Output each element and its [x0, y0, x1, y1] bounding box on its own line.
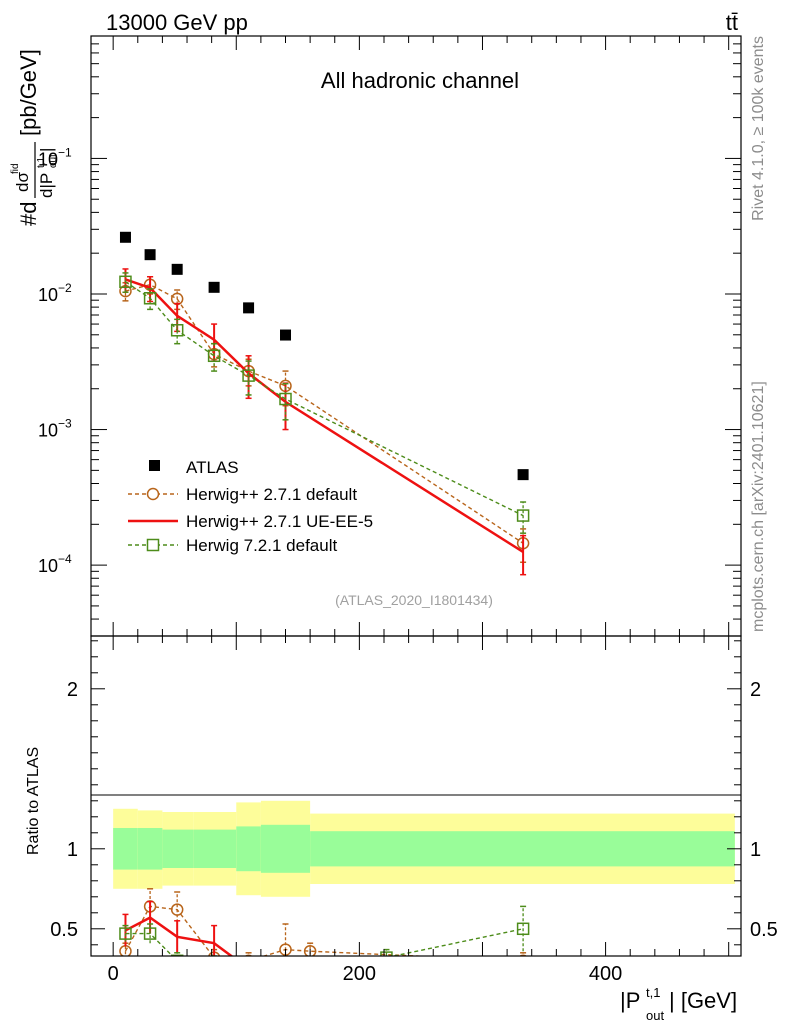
atlas-point — [171, 263, 183, 275]
analysis-label: (ATLAS_2020_I1801434) — [335, 592, 493, 608]
atlas-point — [243, 302, 255, 314]
energy-label: 13000 GeV pp — [106, 10, 248, 35]
mcplots-label: mcplots.cern.ch [arXiv:2401.10621] — [750, 381, 767, 632]
ratio-green-band — [193, 829, 237, 868]
ratio-frame — [90, 635, 742, 957]
atlas-point — [280, 329, 292, 341]
ratio-series — [119, 888, 530, 970]
legend-entry-herwigpp-ueee5: Herwig++ 2.7.1 UE-EE-5 — [128, 512, 373, 531]
ratio-bands — [113, 800, 735, 897]
ratio-herwig-7-2-1-default-point — [170, 954, 184, 956]
ratio-herwig-2-7-1-ue-ee-5-line — [124, 916, 234, 956]
ratio-green-band — [162, 829, 194, 868]
ratio-herwig-2-7-1-default-line — [124, 905, 433, 956]
herwig-2-7-1-default-line — [125, 284, 524, 544]
ratio-y-tick-label-right: 0.5 — [750, 919, 778, 941]
herwig-7-2-1-default-point — [242, 369, 255, 382]
ratio-y-tick-label-left: 0.5 — [50, 919, 78, 941]
ratio-y-label: Ratio to ATLAS — [25, 747, 42, 855]
legend-herwig7-default-marker — [146, 538, 160, 552]
ratio-y-tick-label-right: 1 — [750, 839, 761, 861]
legend-herwigpp-default-marker — [146, 487, 160, 501]
main-panel: 10−410−310−210−1 All hadronic channel (A… — [10, 35, 742, 637]
y-label-fid: fid — [10, 163, 21, 174]
main-y-tick-exponent: −1 — [58, 145, 72, 159]
herwig-7-2-1-default-line — [125, 281, 524, 517]
ratio-herwig-2-7-1-default-point — [244, 954, 253, 956]
main-y-tick-label: 10 — [38, 285, 58, 305]
main-y-tick-label: 10 — [38, 149, 58, 169]
ratio-herwig-2-7-1-default-point — [170, 903, 184, 916]
ratio-y-tick-label-right: 2 — [750, 679, 761, 701]
main-series — [119, 231, 530, 576]
y-label-prefix: #d — [16, 202, 41, 226]
atlas-point — [119, 231, 131, 243]
ratio-ticks: 0.5 0.5 1 1 2 2 0 200 400 — [50, 636, 778, 985]
ratio-plot-area — [91, 794, 741, 970]
y-label-dp: d|P — [37, 173, 56, 198]
legend-herwigpp-default-label: Herwig++ 2.7.1 default — [186, 485, 357, 504]
main-y-tick-exponent: −2 — [58, 281, 72, 295]
y-label-bar: | — [37, 148, 56, 152]
ratio-green-band — [310, 831, 735, 867]
y-label-out: out — [48, 154, 59, 168]
atlas-point — [208, 281, 220, 293]
ratio-herwig-7-2-1-default-point — [516, 922, 530, 936]
ratio-herwig-2-7-1-default-point — [519, 954, 528, 956]
ratio-y-tick-label-left: 2 — [67, 679, 78, 701]
y-label-d-sigma: dσ — [13, 172, 32, 192]
legend-herwigpp-ueee5-label: Herwig++ 2.7.1 UE-EE-5 — [186, 512, 373, 531]
herwig-7-2-1-default-point — [207, 349, 221, 363]
ratio-herwig-7-2-1-default-point — [143, 927, 157, 940]
x-tick-label: 400 — [589, 963, 622, 985]
ratio-herwig-7-2-1-default-point — [380, 951, 393, 956]
x-axis-label: |P t,1 out | [GeV] — [620, 985, 737, 1023]
ratio-green-band — [260, 824, 311, 873]
herwig-7-2-1-default-point — [119, 275, 132, 289]
y-label-unit: [pb/GeV] — [16, 49, 41, 136]
legend-herwig7-default-label: Herwig 7.2.1 default — [186, 536, 337, 555]
herwig-7-2-1-default-point — [279, 392, 292, 406]
herwig-7-2-1-default-point — [143, 292, 157, 305]
ratio-y-tick-label-left: 1 — [67, 839, 78, 861]
legend-entry-herwigpp-default: Herwig++ 2.7.1 default — [128, 485, 357, 504]
legend-entry-atlas: ATLAS — [149, 458, 239, 477]
ratio-herwig-7-2-1-default-line — [125, 928, 524, 956]
legend: ATLAS Herwig++ 2.7.1 default Herwig++ 2.… — [128, 458, 373, 555]
x-label-p: |P — [620, 988, 640, 1013]
x-tick-label: 200 — [343, 963, 376, 985]
atlas-point — [144, 249, 156, 261]
main-y-tick-exponent: −4 — [58, 552, 72, 566]
x-label-out: out — [646, 1008, 664, 1023]
x-tick-label: 0 — [108, 963, 119, 985]
ratio-green-band — [137, 828, 163, 870]
y-label-t1: t,1 — [36, 156, 47, 168]
process-label: tt̄ — [726, 10, 738, 35]
herwig-7-2-1-default-point — [516, 509, 530, 522]
ratio-herwig-7-2-1-default-point — [119, 927, 132, 940]
legend-atlas-label: ATLAS — [186, 458, 239, 477]
ratio-herwig-7-2-1-default-point — [209, 959, 220, 970]
herwig-7-2-1-default-point — [170, 324, 184, 337]
ratio-panel: 0.5 0.5 1 1 2 2 0 200 400 Ratio to ATLAS |P t,1 … — [25, 635, 778, 1023]
rivet-label: Rivet 4.1.0, ≥ 100k events — [750, 36, 767, 221]
atlas-point — [517, 469, 529, 481]
main-title: All hadronic channel — [321, 68, 519, 93]
main-y-tick-exponent: −3 — [58, 417, 72, 431]
ratio-green-band — [236, 826, 261, 872]
legend-entry-herwig7-default: Herwig 7.2.1 default — [128, 536, 337, 555]
x-label-unit: | [GeV] — [669, 988, 737, 1013]
legend-atlas-marker — [149, 460, 160, 471]
x-label-t1: t,1 — [646, 985, 660, 1000]
main-y-tick-label: 10 — [38, 556, 58, 576]
ratio-green-band — [113, 828, 138, 870]
main-y-tick-label: 10 — [38, 421, 58, 441]
main-y-ticks: 10−410−310−210−1 — [38, 35, 741, 637]
main-y-label: #d dσ fid d|P t,1 out | [pb/GeV] — [10, 49, 59, 226]
main-plot-area — [119, 231, 530, 576]
ratio-herwig-2-7-1-default-point — [303, 944, 317, 956]
